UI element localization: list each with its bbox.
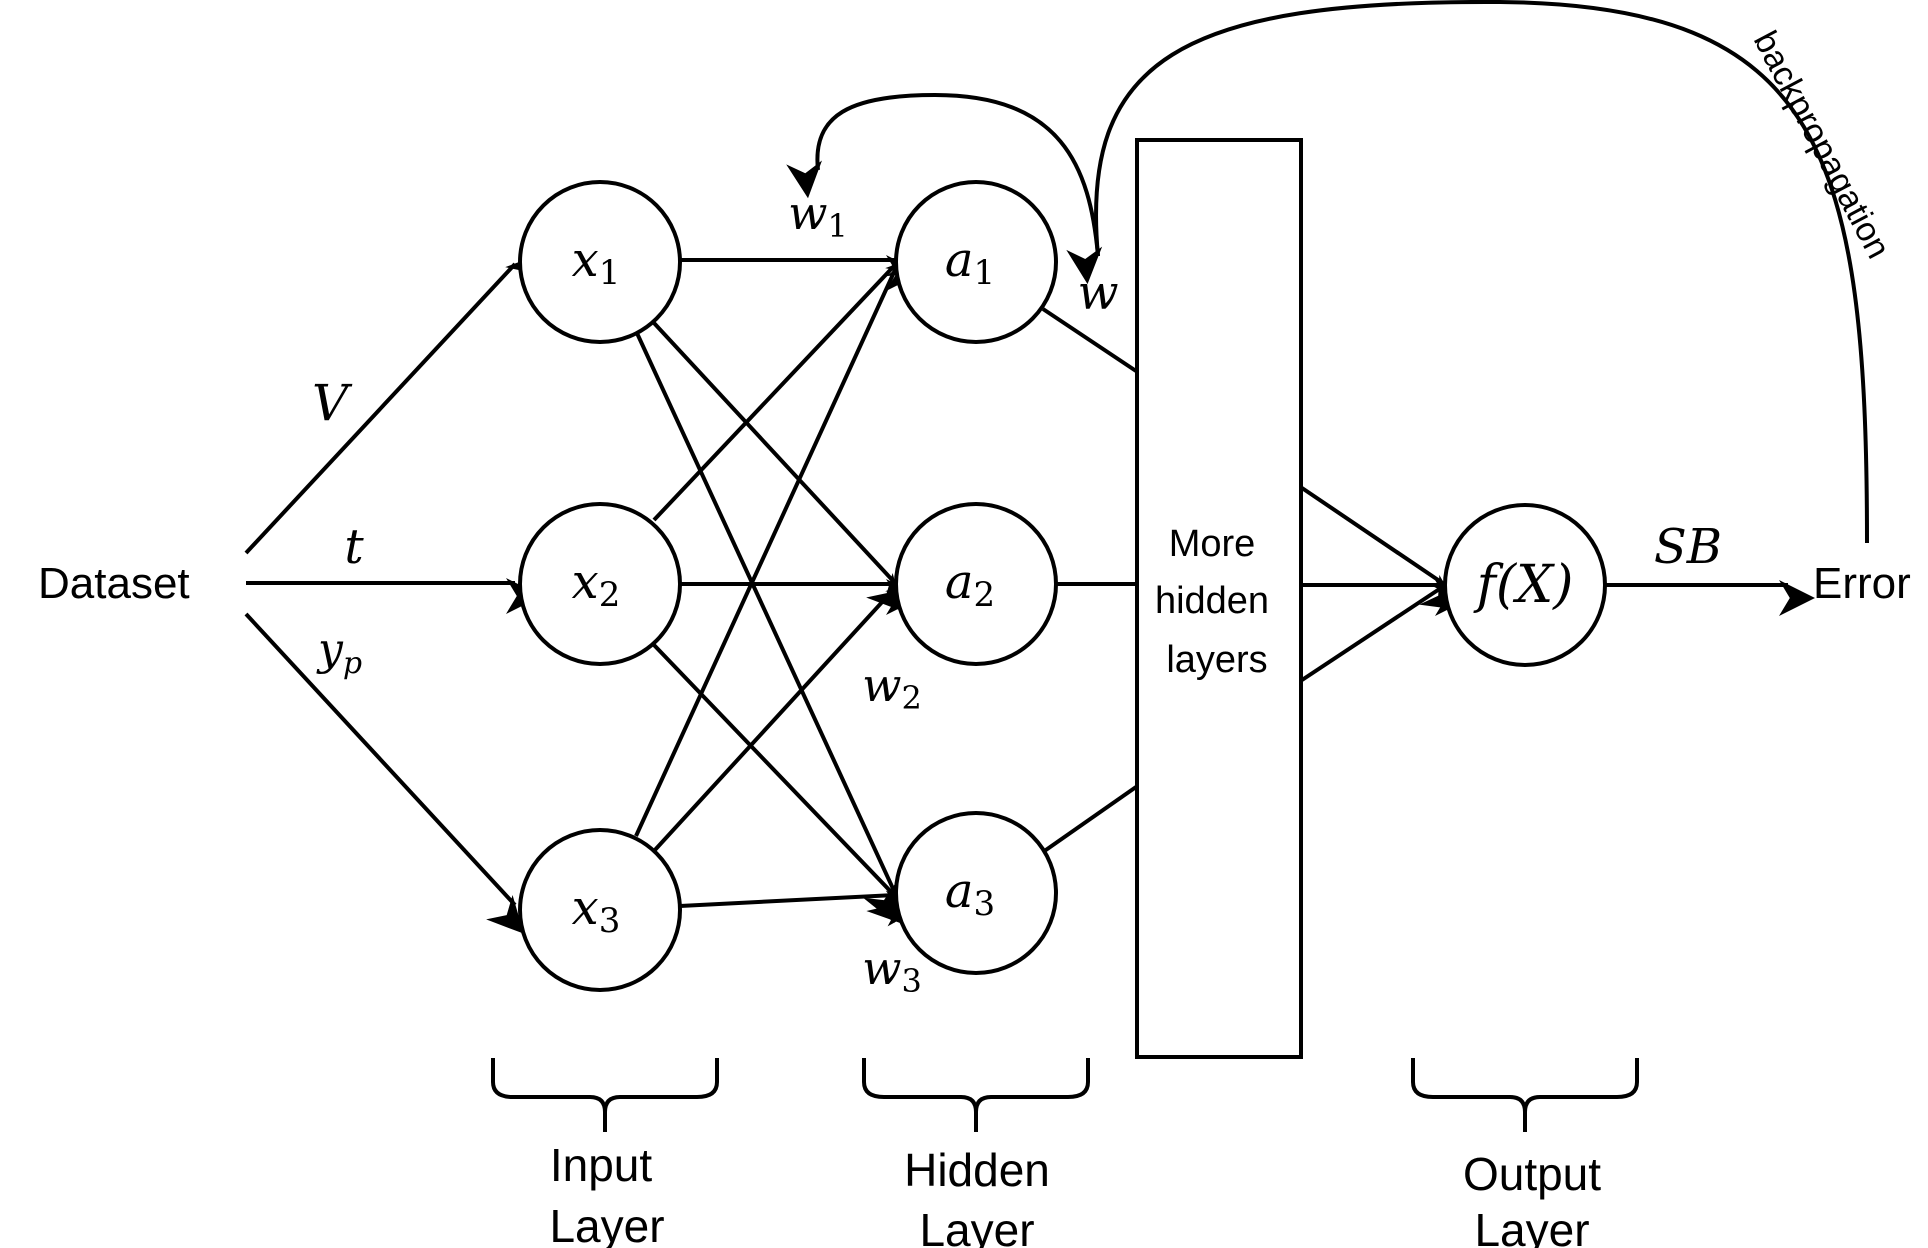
weight-label-w3-base: w [862, 941, 901, 995]
input-node-x3-sub: 3 [599, 901, 621, 941]
input-node-x2-base: x [572, 554, 599, 610]
hidden-node-a1: a1 [894, 180, 1058, 344]
edge-label-yp: yp [316, 624, 362, 681]
edge-label-sb: SB [1654, 519, 1722, 575]
more-hidden-line1: More [1169, 523, 1256, 565]
output-layer-brace [1411, 1058, 1639, 1132]
output-node-label: f(X) [1473, 555, 1574, 615]
input-node-x1-sub: 1 [599, 253, 621, 293]
input-node-x2-sub: 2 [599, 575, 621, 615]
more-hidden-line2: hidden [1155, 580, 1269, 622]
edge-more-output-top [1300, 486, 1460, 610]
weight-label-w1: w1 [788, 186, 848, 245]
more-hidden-line3: layers [1166, 639, 1267, 681]
svg-text:x3: x3 [572, 880, 621, 941]
edge-x2-a1 [652, 254, 923, 522]
output-layer-label-line1: Output [1463, 1148, 1601, 1200]
hidden-node-a2-base: a [945, 554, 974, 610]
weight-label-w2-sub: 2 [902, 679, 922, 717]
hidden-node-a3-sub: 3 [973, 884, 995, 924]
edge-label-t: t [344, 519, 364, 575]
svg-text:a2: a2 [945, 554, 995, 615]
svg-text:a3: a3 [945, 863, 995, 924]
dataset-label: Dataset [38, 559, 190, 608]
edge-x3-a2 [652, 576, 923, 853]
weight-label-w: w [1077, 265, 1118, 321]
output-layer-label-line2: Layer [1474, 1204, 1589, 1248]
input-edges [244, 253, 543, 934]
input-layer-label-line1: Input [550, 1139, 653, 1191]
edge-label-yp-sub: p [343, 646, 362, 681]
input-layer-brace [491, 1058, 719, 1132]
hidden-node-a1-base: a [945, 232, 974, 288]
backprop-curve-main [1066, 0, 1869, 544]
hidden-node-a2: a2 [894, 502, 1058, 666]
edge-x1-a3 [634, 330, 897, 923]
more-hidden-layers-box [1135, 138, 1303, 1059]
input-node-x3: x3 [518, 828, 682, 992]
hidden-layer-label-line2: Layer [919, 1204, 1034, 1248]
hidden-node-a3: a3 [894, 811, 1058, 975]
svg-text:a1: a1 [945, 232, 995, 293]
edge-x2-a3 [652, 643, 905, 925]
edge-dataset-x1 [244, 253, 543, 555]
edge-more-output-bottom [1300, 581, 1474, 682]
hidden-layer-label-line1: Hidden [904, 1144, 1050, 1196]
input-node-x2: x2 [518, 502, 682, 666]
hidden-edges [634, 250, 923, 927]
svg-text:x1: x1 [572, 232, 621, 293]
edge-label-v: V [312, 374, 353, 432]
edge-x3-a3 [679, 890, 923, 927]
weight-label-w2-base: w [862, 658, 901, 712]
input-layer-label-line2: Layer [549, 1200, 664, 1248]
edge-dataset-x3 [244, 612, 524, 934]
backpropagation-label: backpropagation [1746, 25, 1898, 265]
error-label: Error [1813, 559, 1911, 608]
weight-label-w2: w2 [862, 658, 922, 717]
hidden-node-a3-base: a [945, 863, 974, 919]
weight-label-w1-sub: 1 [828, 207, 848, 245]
hidden-node-a2-sub: 2 [973, 575, 995, 615]
edge-label-yp-base: y [316, 624, 344, 675]
hidden-layer-brace [862, 1058, 1090, 1132]
hidden-node-a1-sub: 1 [973, 253, 995, 293]
output-node: f(X) [1443, 503, 1607, 667]
input-node-x1: x1 [518, 180, 682, 344]
hidden-to-more-edges [1041, 307, 1138, 854]
weight-label-w3: w3 [862, 941, 922, 1000]
weight-label-w1-base: w [788, 186, 827, 240]
more-to-output-edges [1300, 486, 1474, 682]
weight-label-w3-sub: 3 [902, 962, 922, 1000]
input-node-x3-base: x [572, 880, 599, 936]
svg-text:x2: x2 [572, 554, 621, 615]
backprop-curve-local [786, 92, 1100, 257]
edge-a1-more [1041, 307, 1138, 373]
edge-a3-more [1041, 785, 1138, 854]
edge-x1-a2 [652, 321, 904, 612]
input-node-x1-base: x [572, 232, 599, 288]
edge-x3-a1 [634, 250, 920, 837]
